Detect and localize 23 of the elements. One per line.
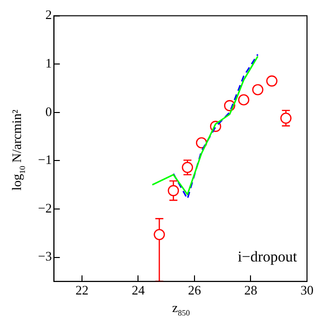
x-axis-title: z$_{850}$ (172, 300, 190, 318)
point (196, 137, 208, 148)
x-tick-label: 30 (300, 282, 314, 298)
point (154, 228, 165, 240)
x-tick-label: 22 (75, 282, 88, 298)
y-tick-label: 2 (45, 7, 52, 22)
y-tick-label: 1 (45, 56, 52, 71)
y-tick-label: −2 (38, 200, 52, 216)
annotation: i−dropout (238, 249, 298, 266)
x-tick-label: 26 (188, 282, 202, 298)
point (252, 84, 264, 96)
x-tick-label: 24 (132, 282, 146, 298)
y-tick-label: −1 (38, 152, 52, 168)
x-tick-label: 28 (244, 282, 258, 298)
point (238, 94, 250, 106)
point (224, 100, 236, 112)
line-series (172, 54, 259, 200)
point (210, 120, 222, 132)
point (266, 75, 278, 87)
point (280, 112, 292, 124)
point (168, 185, 179, 196)
y-tick-label: −3 (38, 248, 52, 264)
y-tick-label: 0 (45, 104, 52, 119)
